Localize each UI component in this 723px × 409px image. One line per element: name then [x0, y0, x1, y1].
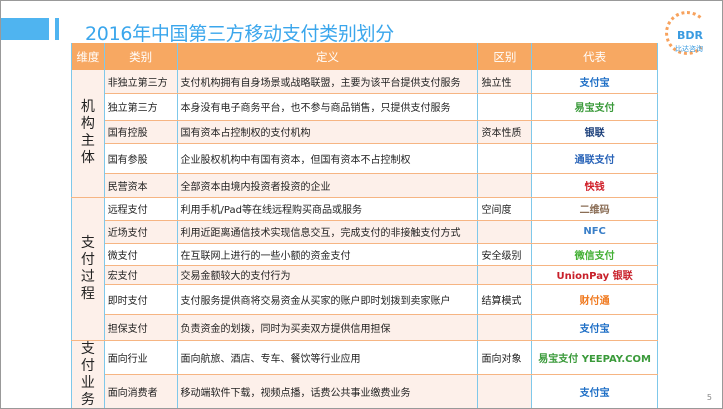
- category-cell: 国有控股: [103, 120, 178, 144]
- category-cell: 面向消费者: [103, 374, 178, 408]
- definition-cell: 在互联网上进行的一些小额的资金支付: [176, 243, 479, 266]
- difference-cell: [477, 93, 533, 121]
- difference-cell: 独立性: [477, 70, 533, 94]
- column-header: 类别: [103, 43, 178, 70]
- category-cell: 宏支付: [103, 265, 178, 285]
- representative-logo-cell: 支付宝: [531, 314, 658, 341]
- brand-logo: 易宝支付: [574, 103, 615, 114]
- definition-cell: 负责资金的划拨，同时为买卖双方提供信用担保: [176, 314, 479, 341]
- category-cell: 独立第三方: [103, 93, 178, 121]
- brand-logo: 支付宝: [579, 388, 610, 400]
- difference-cell: [477, 314, 533, 341]
- brand-logo: 支付宝: [579, 323, 610, 335]
- category-cell: 微支付: [103, 243, 178, 266]
- dimension-cell: 支付业务: [71, 340, 105, 408]
- brand-logo: 易宝支付 YEEPAY.COM: [538, 353, 651, 365]
- definition-cell: 国有资本占控制权的支付机构: [176, 120, 479, 144]
- definition-cell: 支付服务提供商将交易资金从买家的账户即时划拨到卖家账户: [176, 284, 479, 315]
- title-accent-bar-thin: [55, 18, 59, 40]
- definition-cell: 移动端软件下载，视频点播，话费公共事业缴费业务: [176, 374, 479, 408]
- table-row: 国有控股 国有资本占控制权的支付机构 资本性质 银联: [72, 120, 658, 144]
- dimension-cell: 支付过程: [71, 197, 105, 341]
- table-row: 近场支付 利用近距离通信技术实现信息交互，完成支付的非接触支付方式 NFC: [72, 220, 658, 244]
- table-row: 国有参股 企业股权机构中有国有资本，但国有资本不占控制权 通联支付: [72, 143, 658, 174]
- definition-cell: 面向航旅、酒店、专车、餐饮等行业应用: [176, 340, 479, 375]
- category-cell: 即时支付: [103, 284, 178, 315]
- category-cell: 国有参股: [103, 143, 178, 174]
- brand-logo: UnionPay 银联: [556, 271, 633, 282]
- brand-logo: NFC: [583, 226, 606, 237]
- category-cell: 非独立第三方: [103, 70, 178, 94]
- category-cell: 担保支付: [103, 314, 178, 341]
- page-title: 2016年中国第三方移动支付类别划分: [85, 23, 394, 45]
- representative-logo-cell: NFC: [531, 220, 658, 244]
- difference-cell: [477, 265, 533, 285]
- difference-cell: [477, 173, 533, 198]
- category-cell: 远程支付: [103, 197, 178, 221]
- column-header: 维度: [71, 43, 105, 70]
- representative-logo-cell: UnionPay 银联: [531, 265, 658, 285]
- difference-cell: [477, 374, 533, 408]
- brand-logo: 通联支付: [574, 154, 615, 166]
- definition-cell: 利用手机/Pad等在线远程购买商品或服务: [176, 197, 479, 221]
- representative-logo-cell: 易宝支付 YEEPAY.COM: [531, 340, 658, 375]
- brand-logo: 支付宝: [579, 77, 610, 89]
- column-header: 代表: [531, 43, 658, 70]
- column-header: 区别: [477, 43, 533, 70]
- category-cell: 近场支付: [103, 220, 178, 244]
- representative-logo-cell: 支付宝: [531, 70, 658, 94]
- definition-cell: 本身没有电子商务平台，也不参与商品销售，只提供支付服务: [176, 93, 479, 121]
- difference-cell: [477, 143, 533, 174]
- difference-cell: 资本性质: [477, 120, 533, 144]
- definition-cell: 利用近距离通信技术实现信息交互，完成支付的非接触支付方式: [176, 220, 479, 244]
- definition-cell: 交易金额较大的支付行为: [176, 265, 479, 285]
- table-row: 支付过程 远程支付 利用手机/Pad等在线远程购买商品或服务 空间度 二维码: [71, 197, 658, 341]
- brand-logo: 财付通: [579, 295, 610, 307]
- table-row: 微支付 在互联网上进行的一些小额的资金支付 安全级别 微信支付: [72, 243, 658, 266]
- column-header: 定义: [176, 43, 479, 70]
- table-row: 担保支付 负责资金的划拨，同时为买卖双方提供信用担保 支付宝: [72, 314, 658, 341]
- representative-logo-cell: 财付通: [531, 284, 658, 315]
- table-row: 民营资本 全部资本由境内投资者投资的企业 快钱: [72, 173, 658, 198]
- difference-cell: 面向对象: [477, 340, 533, 375]
- page-number: 5: [706, 393, 712, 402]
- bdr-logo: BDR 比达咨询: [663, 9, 713, 59]
- table-row: 面向消费者 移动端软件下载，视频点播，话费公共事业缴费业务 支付宝: [72, 374, 658, 408]
- difference-cell: [477, 220, 533, 244]
- brand-logo: 二维码: [579, 205, 610, 216]
- definition-cell: 全部资本由境内投资者投资的企业: [176, 173, 479, 198]
- brand-logo: 快钱: [584, 181, 605, 193]
- table-row: 宏支付 交易金额较大的支付行为 UnionPay 银联: [72, 265, 658, 285]
- definition-cell: 企业股权机构中有国有资本，但国有资本不占控制权: [176, 143, 479, 174]
- table-row: 独立第三方 本身没有电子商务平台，也不参与商品销售，只提供支付服务 易宝支付: [72, 93, 658, 121]
- brand-logo: 银联: [584, 128, 605, 139]
- representative-logo-cell: 易宝支付: [531, 93, 658, 121]
- representative-logo-cell: 快钱: [531, 173, 658, 198]
- title-accent-bar: [1, 18, 49, 40]
- representative-logo-cell: 微信支付: [531, 243, 658, 266]
- representative-logo-cell: 银联: [531, 120, 658, 144]
- difference-cell: 结算模式: [477, 284, 533, 315]
- definition-cell: 支付机构拥有自身场景或战略联盟，主要为该平台提供支付服务: [176, 70, 479, 94]
- representative-logo-cell: 支付宝: [531, 374, 658, 408]
- classification-table: 维度 类别 定义 区别 代表 机构主体 非独立第三方 支付机构拥有自身场景或战略联盟，主要为…: [71, 43, 658, 408]
- category-cell: 民营资本: [103, 173, 178, 198]
- brand-logo: 微信支付: [574, 250, 615, 262]
- category-cell: 面向行业: [103, 340, 178, 375]
- difference-cell: 空间度: [477, 197, 533, 221]
- representative-logo-cell: 通联支付: [531, 143, 658, 174]
- dimension-cell: 机构主体: [71, 70, 105, 198]
- table-row: 即时支付 支付服务提供商将交易资金从买家的账户即时划拨到卖家账户 结算模式 财付通: [72, 284, 658, 315]
- representative-logo-cell: 二维码: [531, 197, 658, 221]
- table-row: 机构主体 非独立第三方 支付机构拥有自身场景或战略联盟，主要为该平台提供支付服务 独立…: [71, 70, 658, 198]
- difference-cell: 安全级别: [477, 243, 533, 266]
- table-row: 支付业务 面向行业 面向航旅、酒店、专车、餐饮等行业应用 面向对象 易宝支付 YEEPA…: [71, 340, 658, 408]
